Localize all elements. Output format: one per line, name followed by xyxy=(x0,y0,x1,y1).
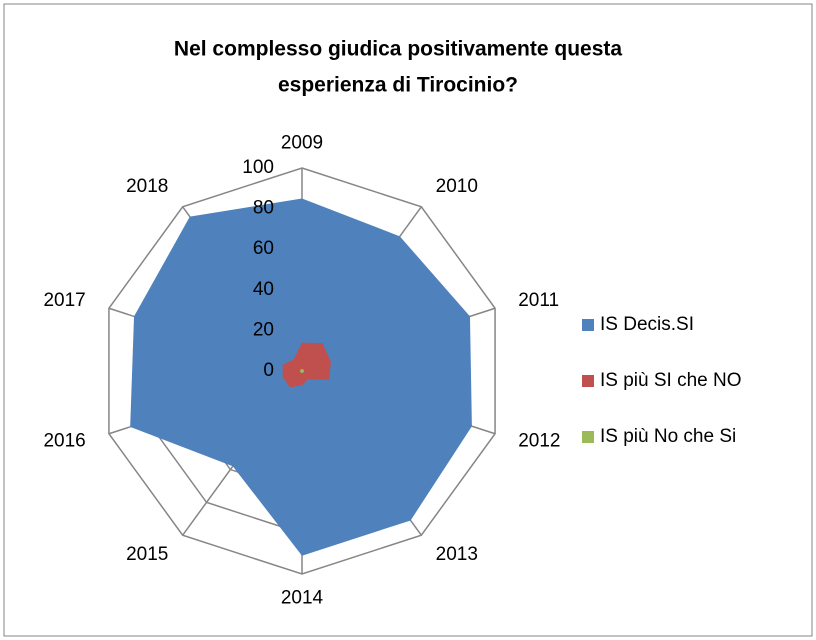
r-tick-label: 40 xyxy=(253,279,274,300)
category-label: 2012 xyxy=(518,430,560,451)
r-tick-label: 80 xyxy=(253,198,274,219)
r-tick-label: 0 xyxy=(263,360,274,381)
chart-title: esperienza di Tirocinio? xyxy=(278,74,518,97)
legend-swatch xyxy=(582,375,594,387)
category-label: 2016 xyxy=(43,430,85,451)
r-tick-label: 60 xyxy=(253,238,274,259)
category-label: 2015 xyxy=(126,544,168,565)
legend-label: IS più SI che NO xyxy=(600,370,742,391)
radar-area xyxy=(300,368,304,374)
category-label: 2014 xyxy=(281,587,324,608)
chart-title: Nel complesso giudica positivamente ques… xyxy=(174,38,622,61)
radar-area xyxy=(282,342,331,388)
legend-swatch xyxy=(582,319,594,331)
category-label: 2009 xyxy=(281,133,323,154)
category-label: 2013 xyxy=(436,544,478,565)
category-label: 2018 xyxy=(126,176,168,197)
legend-label: IS Decis.SI xyxy=(600,314,694,335)
r-tick-label: 20 xyxy=(253,319,274,340)
legend-swatch xyxy=(582,431,594,443)
category-label: 2011 xyxy=(518,290,559,311)
r-tick-label: 100 xyxy=(242,157,274,178)
legend-label: IS più No che Si xyxy=(600,426,736,447)
category-label: 2017 xyxy=(43,290,85,311)
category-label: 2010 xyxy=(436,176,478,197)
